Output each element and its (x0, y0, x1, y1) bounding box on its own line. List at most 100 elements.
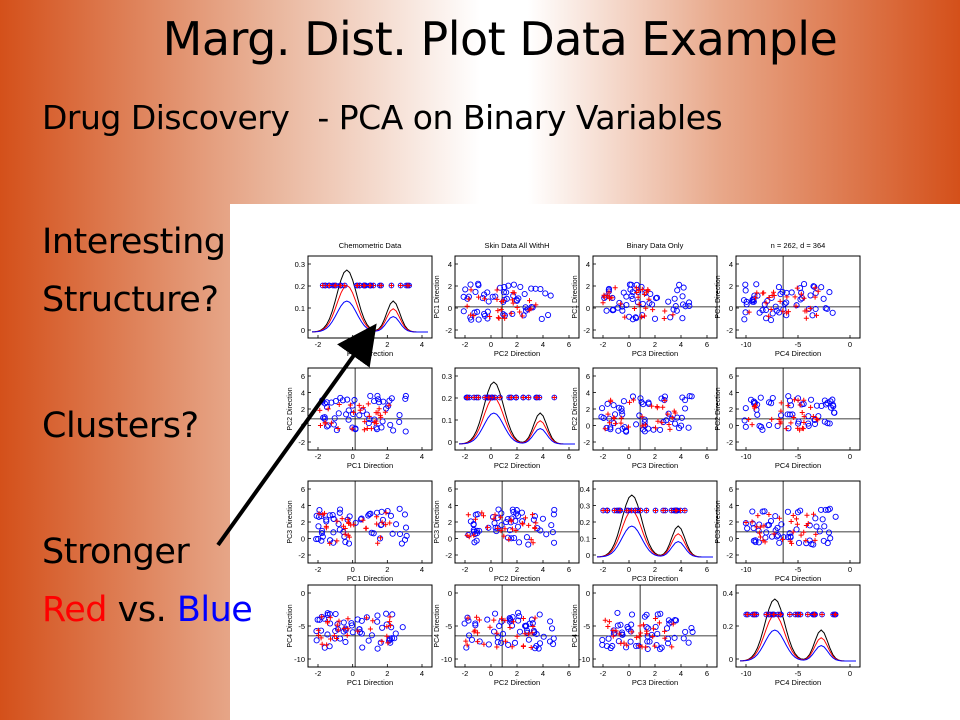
blue-point (624, 623, 631, 630)
blue-point (479, 295, 486, 302)
x-tick-label: 4 (541, 340, 545, 349)
red-point (650, 307, 656, 313)
red-point (801, 397, 807, 403)
red-point (468, 312, 474, 318)
red-point (604, 293, 610, 299)
red-point (757, 524, 763, 530)
red-point (612, 285, 618, 291)
blue-point (393, 521, 400, 528)
red-point (631, 305, 637, 311)
blue-point (513, 507, 520, 514)
red-point (517, 309, 523, 315)
blue-point (777, 291, 784, 298)
red-point (374, 514, 380, 520)
blue-point (667, 314, 674, 321)
red-point (608, 399, 614, 405)
blue-point (402, 524, 410, 531)
blue-point (679, 293, 686, 300)
red-point (752, 405, 758, 411)
bullet-stronger: Stronger (42, 532, 190, 572)
x-tick-label: -2 (315, 340, 322, 349)
blue-point (390, 427, 397, 434)
blue-point (472, 288, 479, 295)
red-point (485, 524, 491, 530)
x-tick-label: -5 (795, 340, 802, 349)
blue-point (368, 632, 375, 639)
blue-point (765, 399, 773, 406)
red-point (794, 285, 800, 291)
y-tick-label: 2 (729, 518, 733, 527)
blue-point (641, 613, 648, 620)
blue-point (668, 619, 675, 626)
red-point (643, 289, 649, 295)
y-axis-label: PC3 Direction (287, 500, 294, 543)
panel-title: Skin Data All WithH (484, 241, 549, 250)
red-point (662, 398, 668, 404)
red-point (801, 420, 807, 426)
red-point (514, 633, 520, 639)
x-tick-label: -5 (795, 669, 802, 678)
x-tick-label: 0 (627, 452, 631, 461)
red-point (370, 618, 376, 624)
red-point (384, 624, 390, 630)
blue-point (617, 621, 624, 628)
red-point (534, 395, 540, 401)
blue-point (607, 426, 614, 433)
blue-point (599, 405, 606, 412)
red-point (749, 519, 755, 525)
blue-point (619, 411, 626, 418)
red-point (375, 540, 381, 546)
red-point (386, 402, 392, 408)
blue-point (549, 529, 556, 536)
blue-point (829, 309, 836, 316)
blue-point (808, 396, 815, 403)
red-point (526, 522, 532, 528)
x-tick-label: 2 (385, 669, 389, 678)
x-tick-label: -2 (462, 565, 469, 574)
y-tick-label: 2 (448, 282, 452, 291)
red-point (670, 312, 676, 318)
red-point (833, 612, 839, 618)
blue-point (682, 303, 689, 310)
y-tick-label: 0.3 (295, 260, 305, 269)
x-tick-label: 2 (515, 452, 519, 461)
y-tick-label: -5 (445, 622, 452, 631)
blue-point (827, 535, 834, 542)
blue-point (831, 409, 838, 416)
red-point (636, 288, 642, 294)
blue-point (629, 295, 636, 302)
blue-point (811, 420, 819, 428)
y-tick-label: 0 (448, 535, 452, 544)
density-curve (596, 509, 713, 558)
red-point (522, 515, 528, 521)
red-point (495, 525, 501, 531)
blue-point (525, 541, 532, 548)
density-curve (458, 412, 575, 445)
blue-point (462, 286, 469, 293)
red-point (466, 534, 472, 540)
y-tick-label: 6 (301, 485, 305, 494)
red-point (387, 619, 393, 625)
x-axis-label: PC3 Direction (632, 461, 678, 470)
red-point (494, 287, 500, 293)
red-point (769, 292, 775, 298)
red-point (471, 313, 477, 319)
y-axis-label: PC1 Direction (715, 275, 722, 318)
red-point (475, 639, 481, 645)
blue-point (389, 530, 396, 537)
blue-point (609, 642, 616, 650)
y-tick-label: 0 (586, 304, 590, 313)
slide-subtitle: Drug Discovery - PCA on Binary Variables (42, 98, 723, 137)
red-point (766, 313, 772, 319)
red-point (654, 403, 660, 409)
blue-point (474, 308, 481, 315)
x-axis-label: PC1 Direction (347, 574, 393, 583)
red-point (388, 283, 394, 289)
blue-point (742, 405, 749, 412)
red-point (377, 412, 383, 418)
y-tick-label: -2 (298, 551, 305, 560)
y-tick-label: 0 (729, 655, 733, 664)
red-point (624, 642, 630, 648)
red-point (473, 516, 479, 522)
red-point (496, 315, 502, 321)
